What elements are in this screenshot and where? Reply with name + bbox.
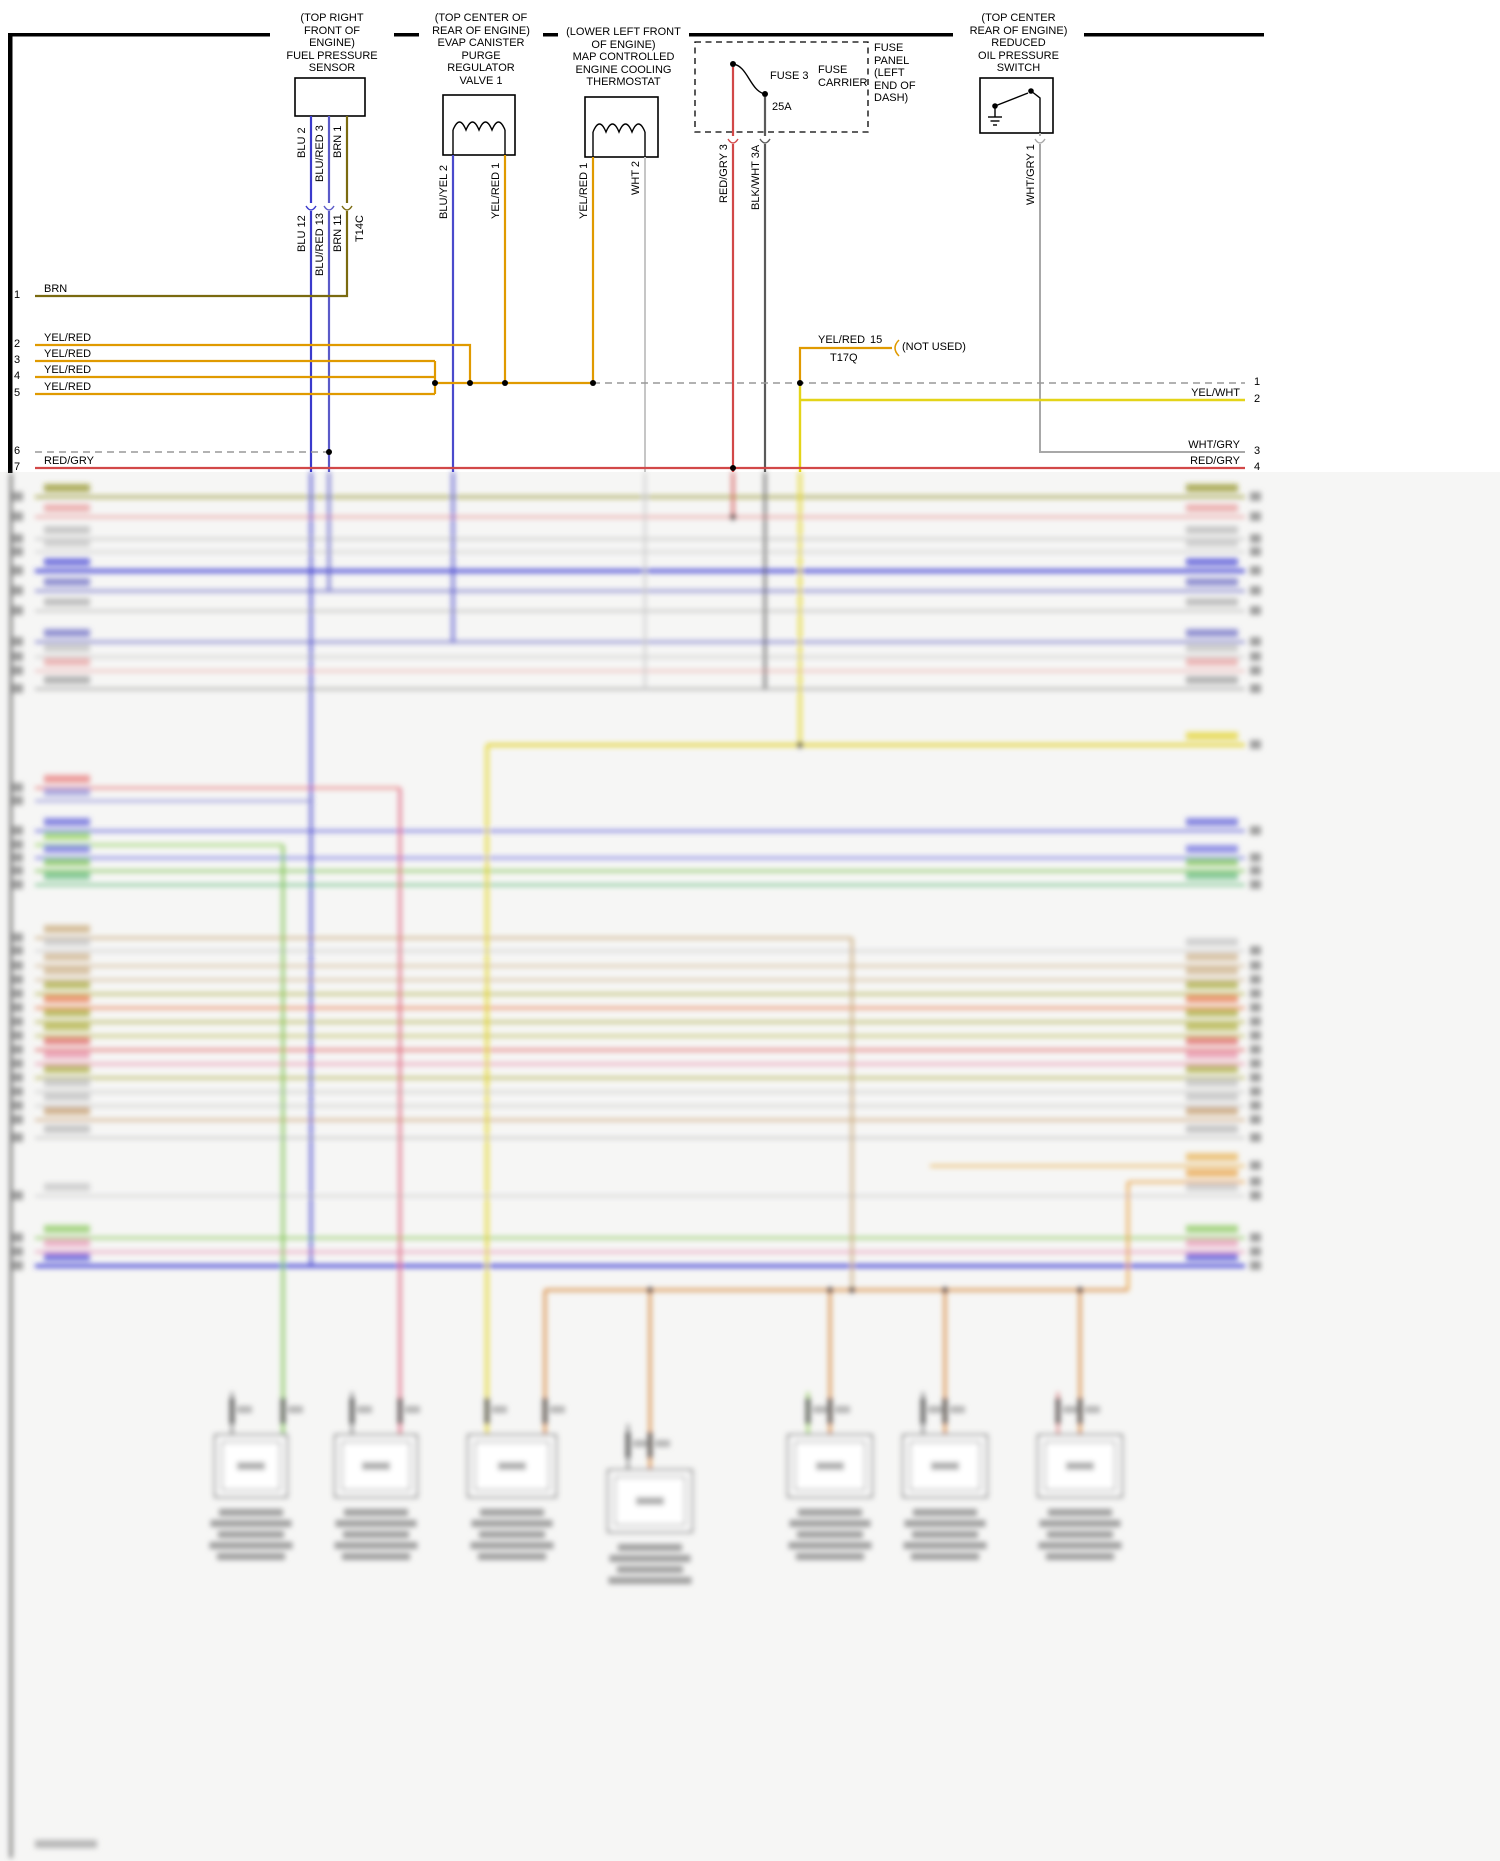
circuit-number-left-5: 5	[13, 387, 21, 399]
blurred-region-background	[0, 472, 1500, 1861]
pin-label-thermostat-1: YEL/RED 1	[578, 162, 590, 219]
pin-label-fuse-3a: BLK/WHT 3A	[750, 144, 762, 210]
wire-color-left-3: YEL/RED	[44, 348, 92, 360]
fuse-rating-label: 25A	[772, 101, 792, 113]
circuit-number-left-7: 7	[13, 461, 21, 473]
circuit-number-left-4: 4	[13, 370, 21, 382]
pin-label-t14c-blu: BLU 12	[296, 215, 308, 252]
evap-valve-caption: (TOP CENTER OF REAR OF ENGINE) EVAP CANI…	[419, 12, 543, 87]
circuit-number-left-2: 2	[13, 338, 21, 350]
wire-color-left-1: BRN	[44, 283, 68, 295]
wire-color-right-4: RED/GRY	[1190, 455, 1240, 467]
wires-clear-section	[35, 67, 1245, 472]
pin-label-fuse-3: RED/GRY 3	[718, 144, 730, 203]
fuse-panel-label: FUSE PANEL (LEFT END OF DASH)	[874, 42, 916, 104]
blurred-lower-section	[9, 472, 1261, 1858]
page-frame	[8, 33, 1264, 473]
wire-color-right-3: WHT/GRY	[1188, 439, 1240, 451]
connector-label-t14c: T14C	[354, 215, 366, 242]
pin-label-fps-blu: BLU 2	[296, 127, 308, 158]
circuit-number-right-2: 2	[1253, 393, 1261, 405]
pin-label-t14c-blured: BLU/RED 13	[314, 213, 326, 276]
pin-label-oil-switch-1: WHT/GRY 1	[1025, 144, 1037, 205]
pin-label-evap-1: YEL/RED 1	[490, 162, 502, 219]
t17q-pin-number: 15	[870, 334, 883, 346]
circuit-number-right-1: 1	[1253, 376, 1261, 388]
evap-purge-valve-symbol	[442, 94, 516, 156]
fuse-label: FUSE 3	[770, 70, 809, 82]
pin-label-evap-2: BLU/YEL 2	[438, 164, 450, 219]
circuit-number-left-3: 3	[13, 354, 21, 366]
circuit-number-right-3: 3	[1253, 445, 1261, 457]
circuit-number-left-1: 1	[13, 289, 21, 301]
inline-connector-marks	[305, 138, 1046, 211]
thermostat-symbol	[584, 96, 659, 158]
t17q-not-used-note: (NOT USED)	[902, 341, 966, 353]
junction-dots	[326, 380, 803, 471]
oil-pressure-switch-caption: (TOP CENTER REAR OF ENGINE) REDUCED OIL …	[953, 12, 1084, 75]
oil-pressure-switch-symbol	[979, 77, 1054, 134]
t17q-wire-color: YEL/RED	[818, 334, 866, 346]
circuit-number-left-6: 6	[13, 445, 21, 457]
t17q-connector-name: T17Q	[830, 352, 858, 364]
pin-label-fps-brn: BRN 1	[332, 125, 344, 158]
wire-color-right-2: YEL/WHT	[1191, 387, 1240, 399]
wire-color-left-7: RED/GRY	[44, 455, 94, 467]
pin-label-fps-blured: BLU/RED 3	[314, 125, 326, 182]
fuel-pressure-sensor-symbol	[294, 77, 366, 117]
thermostat-caption: (LOWER LEFT FRONT OF ENGINE) MAP CONTROL…	[558, 26, 689, 89]
pin-label-t14c-brn: BRN 11	[332, 214, 344, 252]
fuse-carrier-label: FUSE CARRIER	[818, 64, 868, 89]
fuse-panel-symbol	[694, 41, 869, 133]
wire-color-left-5: YEL/RED	[44, 381, 92, 393]
wire-color-left-4: YEL/RED	[44, 364, 92, 376]
circuit-number-right-4: 4	[1253, 461, 1261, 473]
fuel-pressure-sensor-caption: (TOP RIGHT FRONT OF ENGINE) FUEL PRESSUR…	[270, 12, 394, 75]
wire-color-left-2: YEL/RED	[44, 332, 92, 344]
pin-label-thermostat-2: WHT 2	[630, 160, 642, 195]
